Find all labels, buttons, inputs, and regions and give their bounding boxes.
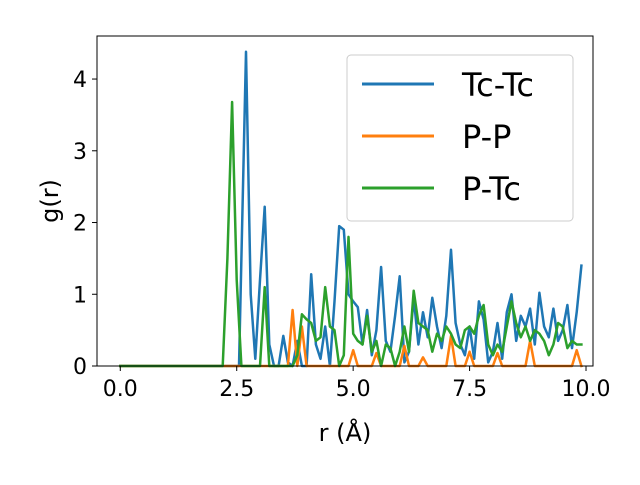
series-line-tc-tc [119,50,583,368]
legend-items: Tc-Tc P-P P-Tc [362,66,534,208]
y-axis-label: g(r) [36,179,64,223]
legend-label-p-p: P-P [462,118,511,156]
axis-ticks: 0.0 2.5 5.0 7.5 10.0 0 1 2 3 4 [73,68,611,402]
legend: Tc-Tc P-P P-Tc [346,54,574,222]
x-axis-label: r (Å) [319,418,372,447]
axes-frame [96,35,594,367]
y-tick-label: 0 [73,355,87,380]
y-tick-label: 2 [73,212,87,237]
x-tick-label: 7.5 [452,377,487,402]
y-tick-label: 4 [73,68,87,93]
x-tick-label: 2.5 [219,377,254,402]
y-tick-label: 3 [73,140,87,165]
x-tick-label: 5.0 [336,377,371,402]
series-line-p-p [119,308,583,368]
legend-label-p-tc: P-Tc [462,170,521,208]
y-tick-label: 1 [73,283,87,308]
legend-box [346,54,574,222]
x-tick-label: 10.0 [562,377,611,402]
x-tick-label: 0.0 [103,377,138,402]
legend-label-tc-tc: Tc-Tc [461,66,534,104]
